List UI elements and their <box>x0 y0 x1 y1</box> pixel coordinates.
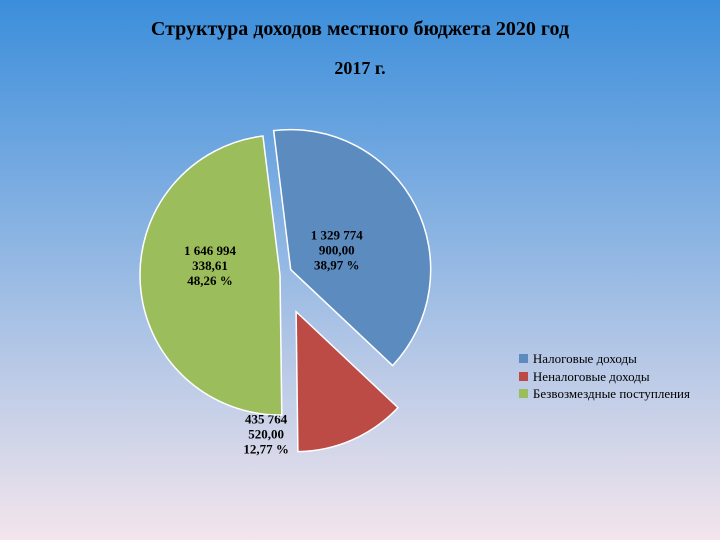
legend-label: Неналоговые доходы <box>533 368 650 386</box>
legend: Налоговые доходы Неналоговые доходы Безв… <box>519 350 690 403</box>
pie-chart: 1 329 774900,0038,97 %435 764520,0012,77… <box>100 85 460 505</box>
legend-swatch-gratis <box>519 389 528 398</box>
legend-swatch-nontax <box>519 372 528 381</box>
stage: Структура доходов местного бюджета 2020 … <box>0 0 720 540</box>
legend-item: Налоговые доходы <box>519 350 690 368</box>
page-title: Структура доходов местного бюджета 2020 … <box>0 18 720 41</box>
slice-label-nontax: 435 764520,0012,77 % <box>243 412 289 457</box>
legend-item: Безвозмездные поступления <box>519 385 690 403</box>
legend-swatch-tax <box>519 354 528 363</box>
legend-item: Неналоговые доходы <box>519 368 690 386</box>
page-subtitle: 2017 г. <box>0 58 720 79</box>
legend-label: Безвозмездные поступления <box>533 385 690 403</box>
legend-label: Налоговые доходы <box>533 350 637 368</box>
